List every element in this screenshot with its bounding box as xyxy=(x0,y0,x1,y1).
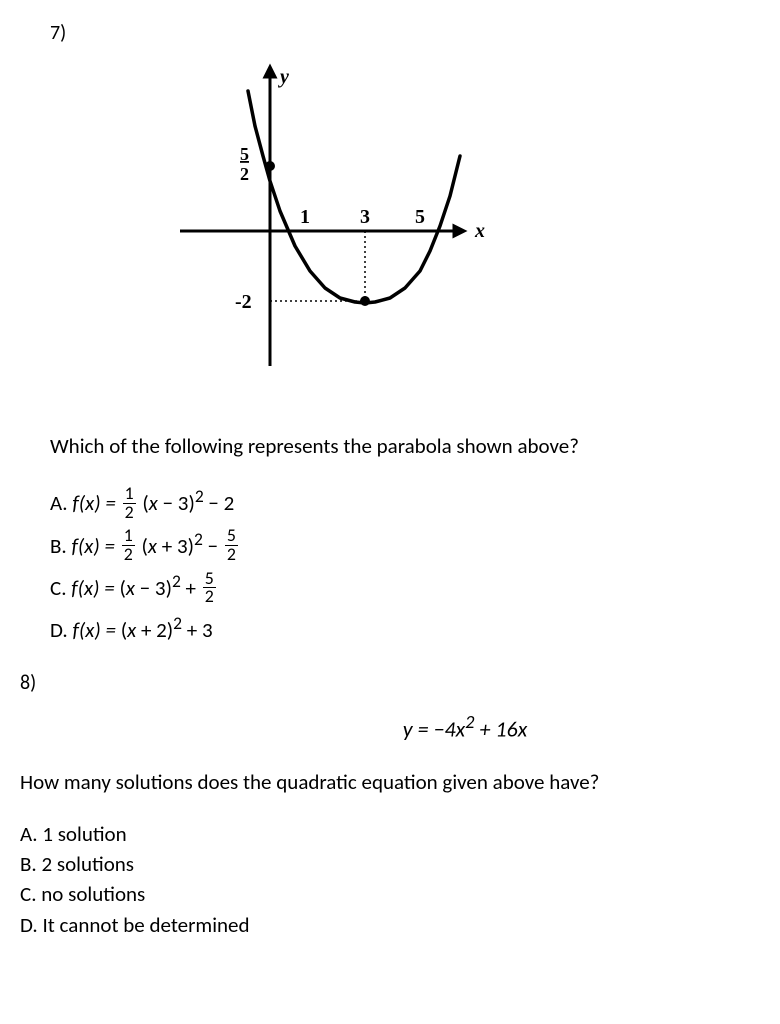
q7-choice-b: B. f(x) = 12 (x + 3)2 − 52 xyxy=(50,528,760,566)
frac-den: 2 xyxy=(203,588,216,606)
q8-choice-d: D. It cannot be determined xyxy=(20,912,760,939)
choice-label: D. xyxy=(50,617,68,643)
q8-question-text: How many solutions does the quadratic eq… xyxy=(20,769,760,796)
svg-text:y: y xyxy=(278,66,289,88)
frac-den: 2 xyxy=(225,546,238,564)
q7-choice-a: A. f(x) = 12 (x − 3)2 − 2 xyxy=(50,485,760,523)
frac-den: 2 xyxy=(122,546,135,564)
q8-equation: y = −4x2 + 16x xyxy=(20,711,760,744)
q7-choice-c: C. f(x) = (x − 3)2 + 52 xyxy=(50,570,760,608)
exponent: 2 xyxy=(173,612,182,634)
q7-choices: A. f(x) = 12 (x − 3)2 − 2 B. f(x) = 12 (… xyxy=(50,485,760,644)
choice-label: A. xyxy=(50,490,68,516)
choice-label: C. xyxy=(50,575,67,601)
choice-label: B. xyxy=(50,533,67,559)
q8-choice-a: A. 1 solution xyxy=(20,821,760,848)
svg-text:-2: -2 xyxy=(235,291,252,313)
tail: + xyxy=(181,575,201,601)
q7-number: 7) xyxy=(50,20,760,46)
q7-question-text: Which of the following represents the pa… xyxy=(50,433,760,460)
tail: − xyxy=(203,533,223,559)
exponent: 2 xyxy=(194,528,203,550)
parabola-graph: xy13552-2 xyxy=(160,56,500,386)
svg-text:1: 1 xyxy=(300,206,310,228)
q7-choice-d: D. f(x) = (x + 2)2 + 3 xyxy=(50,612,760,644)
q8-choice-c: C. no solutions xyxy=(20,881,760,908)
frac-den: 2 xyxy=(123,504,136,522)
exponent: 2 xyxy=(172,570,181,592)
q8-choice-b: B. 2 solutions xyxy=(20,851,760,878)
svg-text:x: x xyxy=(474,220,485,242)
svg-text:3: 3 xyxy=(360,206,370,228)
q8-choices: A. 1 solution B. 2 solutions C. no solut… xyxy=(20,821,760,939)
svg-text:5: 5 xyxy=(240,144,249,164)
exponent: 2 xyxy=(195,485,204,507)
tail: + 3 xyxy=(182,617,213,643)
tail: − 2 xyxy=(204,490,235,516)
svg-text:5: 5 xyxy=(415,206,425,228)
svg-text:2: 2 xyxy=(240,164,249,184)
q7-graph: xy13552-2 xyxy=(20,56,760,393)
q8-number: 8) xyxy=(20,670,760,696)
